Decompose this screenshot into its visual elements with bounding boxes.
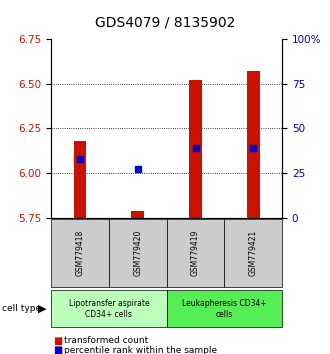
Bar [189, 80, 202, 218]
Text: GDS4079 / 8135902: GDS4079 / 8135902 [95, 16, 235, 30]
Text: ■: ■ [53, 336, 62, 346]
Bar [247, 71, 260, 218]
Text: Lipotransfer aspirate
CD34+ cells: Lipotransfer aspirate CD34+ cells [69, 299, 149, 319]
Text: GSM779418: GSM779418 [76, 230, 84, 276]
Text: GSM779421: GSM779421 [249, 230, 258, 276]
Bar [131, 211, 144, 218]
Bar [74, 141, 86, 218]
Text: GSM779419: GSM779419 [191, 230, 200, 276]
Text: ■: ■ [53, 346, 62, 354]
Text: cell type: cell type [2, 304, 41, 313]
Text: transformed count: transformed count [64, 336, 148, 345]
Text: ▶: ▶ [38, 304, 47, 314]
Text: GSM779420: GSM779420 [133, 230, 142, 276]
Text: Leukapheresis CD34+
cells: Leukapheresis CD34+ cells [182, 299, 267, 319]
Text: percentile rank within the sample: percentile rank within the sample [64, 346, 217, 354]
